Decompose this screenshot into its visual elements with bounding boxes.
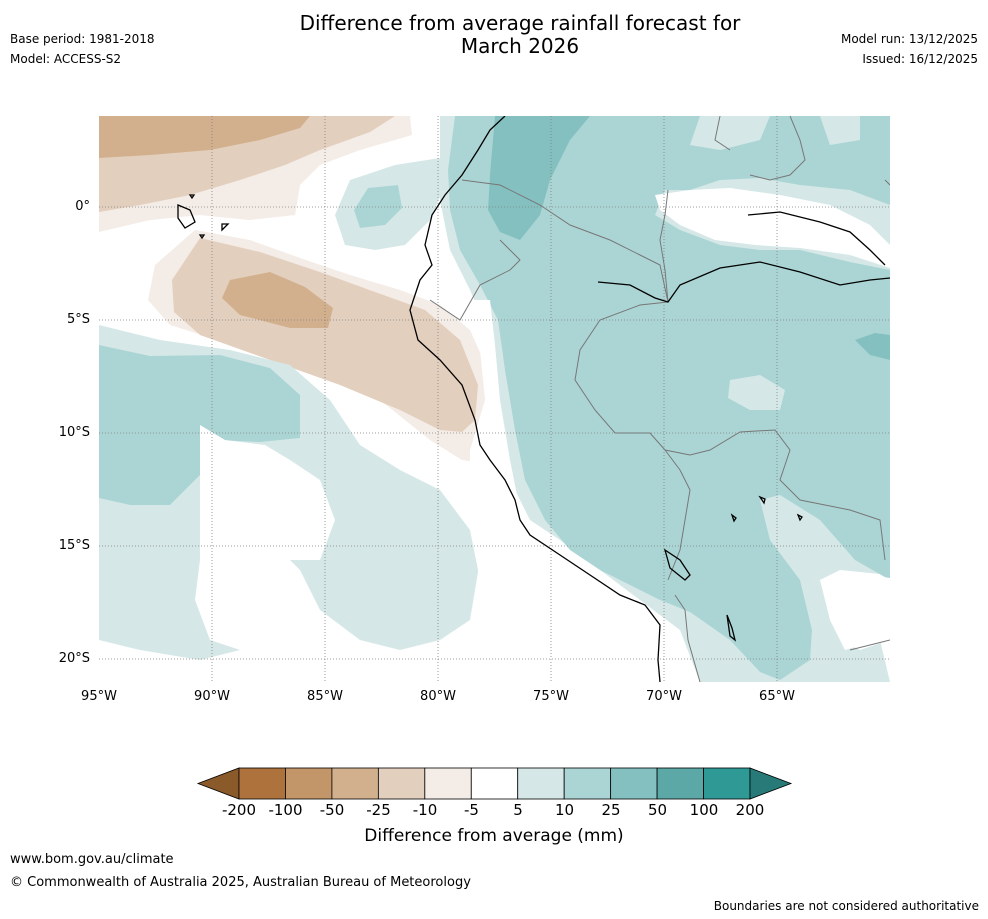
colorbar-segment [331,767,379,800]
neutral-region-coast [440,300,690,682]
colorbar-arrow-max [749,767,793,800]
neutral-region-south-east [820,572,890,650]
colorbar-segment [517,767,565,800]
small-lake-2 [730,495,803,523]
chart-title: Difference from average rainfall forecas… [0,12,988,58]
country-boundaries [429,116,890,682]
amazon-river [597,261,890,303]
lon-label-90w: 90°W [194,689,230,704]
colorbar-segment [238,767,286,800]
colorbar-tick: 200 [735,801,765,819]
colorbar-tick: 10 [554,801,575,819]
lat-label-10s: 10°S [58,425,90,440]
colorbar-tick: 5 [513,801,523,819]
galapagos-islands [177,194,230,240]
colorbar-tick: 50 [647,801,668,819]
footer-url: www.bom.gov.au/climate [10,852,174,867]
colorbar-tick: -100 [268,801,303,819]
colorbar-tick: -10 [412,801,438,819]
issued-text: Issued: 16/12/2025 [862,52,978,66]
lon-label-70w: 70°W [646,689,682,704]
colorbar-segment [610,767,658,800]
colorbar-arrow-min [196,767,240,800]
dry-region-central-strong [222,272,333,328]
wet-region-north-light-patch-2 [820,116,860,145]
model-run-text: Model run: 13/12/2025 [840,32,978,46]
title-line-2: March 2026 [460,34,580,58]
colorbar-tick: -5 [464,801,479,819]
lat-label-20s: 20°S [58,651,90,666]
colorbar-tick: -25 [366,801,391,819]
wet-region-inland-light [728,375,785,410]
colorbar-label: Difference from average (mm) [364,826,624,846]
wet-region-continent-mid [448,116,890,680]
colorbar-segment [470,767,519,800]
colorbar-segment [285,767,333,800]
colorbar-segment [377,767,426,800]
lon-label-80w: 80°W [420,689,456,704]
colorbar-tick: -200 [221,801,257,819]
model-text: Model: ACCESS-S2 [10,52,122,66]
wet-region-west-mid [99,345,300,505]
disclaimer-text: Boundaries are not considered authoritat… [713,899,979,913]
dry-region-north-strong [99,116,310,158]
metadata-right: Model run: 13/12/2025 Issued: 16/12/2025 [841,29,978,69]
wet-region-west-white [195,425,335,650]
wet-region-continent-strong [488,116,590,240]
colorbar-segment [703,767,751,800]
colorbar-segment [656,767,704,800]
colorbar-tick: -50 [319,801,345,819]
small-lake-1 [726,614,737,642]
colorbar-segment [563,767,612,800]
amazon-coastline [747,211,886,266]
lat-label-0: 0° [75,199,90,214]
base-period-text: Base period: 1981-2018 [10,32,155,46]
pacific-coastline [409,116,661,682]
lon-label-85w: 85°W [307,689,343,704]
wet-region-offshore-mid [354,185,402,228]
colorbar-tick: 25 [601,801,621,819]
coastlines [177,116,890,682]
lake-titicaca [663,548,691,581]
lat-label-5s: 5°S [66,312,90,327]
lat-label-15s: 15°S [58,538,90,553]
colorbar-tick: 100 [689,801,719,819]
title-line-1: Difference from average rainfall forecas… [299,11,741,35]
wet-region-east-strong [855,333,890,360]
metadata-left: Base period: 1981-2018 Model: ACCESS-S2 [10,29,155,69]
wet-region-north-light-patch [690,116,770,150]
neutral-region-amazon [655,188,890,268]
map-gridlines [99,116,890,682]
lon-label-95w: 95°W [81,689,117,704]
lon-label-75w: 75°W [533,689,569,704]
colorbar-segment [424,767,472,800]
lon-label-65w: 65°W [759,689,795,704]
copyright-text: © Commonwealth of Australia 2025, Austra… [10,875,471,890]
